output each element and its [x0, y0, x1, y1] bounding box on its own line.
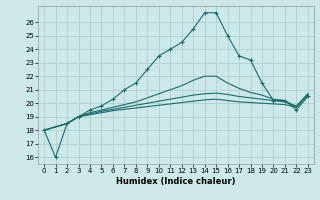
- X-axis label: Humidex (Indice chaleur): Humidex (Indice chaleur): [116, 177, 236, 186]
